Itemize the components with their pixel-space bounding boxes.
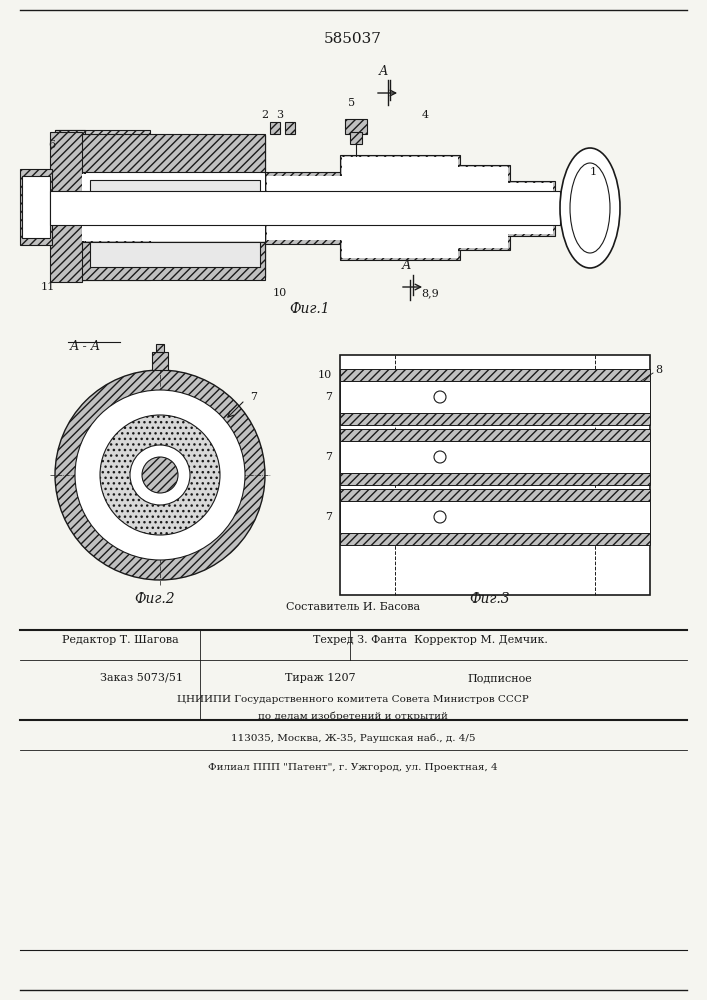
Text: Фиг.2: Фиг.2 bbox=[135, 592, 175, 606]
Text: 585037: 585037 bbox=[324, 32, 382, 46]
Bar bbox=[50, 132, 82, 282]
Text: Фиг.1: Фиг.1 bbox=[290, 302, 330, 316]
Bar bbox=[285, 122, 295, 134]
Circle shape bbox=[130, 445, 190, 505]
Text: ЦНИИПИ Государственного комитета Совета Министров СССР: ЦНИИПИ Государственного комитета Совета … bbox=[177, 696, 529, 704]
Text: А: А bbox=[378, 65, 387, 78]
Text: по делам изобретений и открытий: по делам изобретений и открытий bbox=[258, 711, 448, 721]
Bar bbox=[340, 413, 650, 425]
Bar bbox=[340, 441, 650, 473]
Bar bbox=[457, 167, 508, 248]
Text: 7: 7 bbox=[325, 392, 332, 402]
Text: Редактор Т. Шагова: Редактор Т. Шагова bbox=[62, 635, 178, 645]
Bar bbox=[85, 242, 265, 277]
Bar bbox=[50, 191, 560, 225]
Text: 5: 5 bbox=[349, 98, 356, 108]
Text: 10: 10 bbox=[317, 370, 332, 380]
Bar bbox=[90, 242, 260, 267]
Text: 2: 2 bbox=[262, 110, 269, 120]
Bar bbox=[55, 130, 85, 185]
Bar bbox=[340, 489, 650, 501]
Bar bbox=[340, 533, 650, 545]
Bar bbox=[340, 501, 650, 533]
Text: 4: 4 bbox=[421, 110, 428, 120]
Bar bbox=[22, 176, 50, 238]
Text: 11: 11 bbox=[41, 282, 55, 292]
Bar bbox=[82, 174, 265, 241]
Bar bbox=[345, 119, 367, 134]
Ellipse shape bbox=[570, 163, 610, 253]
Bar bbox=[270, 122, 280, 134]
Bar bbox=[340, 155, 460, 260]
Text: Подписное: Подписное bbox=[467, 673, 532, 683]
Bar bbox=[340, 355, 650, 595]
Bar bbox=[340, 473, 650, 485]
Text: 7: 7 bbox=[325, 452, 332, 462]
Bar bbox=[55, 130, 150, 185]
Bar bbox=[20, 169, 52, 245]
Bar bbox=[505, 181, 555, 236]
Text: Фиг.3: Фиг.3 bbox=[469, 592, 510, 606]
Bar bbox=[350, 132, 362, 144]
Bar bbox=[507, 183, 553, 234]
Bar bbox=[340, 381, 650, 413]
Text: А - А: А - А bbox=[70, 340, 101, 353]
Ellipse shape bbox=[560, 148, 620, 268]
Bar bbox=[90, 180, 260, 205]
Text: Заказ 5073/51: Заказ 5073/51 bbox=[100, 673, 183, 683]
Bar bbox=[340, 369, 650, 381]
Bar bbox=[80, 242, 265, 280]
Circle shape bbox=[434, 511, 446, 523]
Bar bbox=[85, 135, 265, 190]
Text: 8: 8 bbox=[655, 365, 662, 375]
Text: 7: 7 bbox=[325, 512, 332, 522]
Bar bbox=[265, 172, 345, 244]
Text: 8,9: 8,9 bbox=[421, 288, 439, 298]
Bar bbox=[152, 352, 168, 370]
Text: 7: 7 bbox=[250, 392, 257, 402]
Bar bbox=[267, 176, 343, 240]
Bar bbox=[342, 157, 458, 258]
Bar bbox=[85, 242, 265, 277]
Bar bbox=[156, 344, 164, 352]
Circle shape bbox=[434, 391, 446, 403]
Circle shape bbox=[434, 451, 446, 463]
Bar bbox=[455, 165, 510, 250]
Circle shape bbox=[55, 370, 265, 580]
Bar bbox=[85, 135, 265, 170]
Text: А: А bbox=[402, 259, 411, 272]
Text: Филиал ППП "Патент", г. Ужгород, ул. Проектная, 4: Филиал ППП "Патент", г. Ужгород, ул. Про… bbox=[208, 764, 498, 772]
Circle shape bbox=[75, 390, 245, 560]
Text: 10: 10 bbox=[273, 288, 287, 298]
Bar bbox=[80, 134, 265, 172]
Circle shape bbox=[142, 457, 178, 493]
Text: 6: 6 bbox=[48, 140, 55, 150]
Bar bbox=[340, 429, 650, 441]
Text: 1: 1 bbox=[590, 167, 597, 177]
Bar bbox=[55, 225, 150, 280]
Text: Составитель И. Басова: Составитель И. Басова bbox=[286, 602, 420, 612]
Text: Техред З. Фанта  Корректор М. Демчик.: Техред З. Фанта Корректор М. Демчик. bbox=[312, 635, 547, 645]
Circle shape bbox=[100, 415, 220, 535]
Text: 3: 3 bbox=[276, 110, 284, 120]
Text: Тираж 1207: Тираж 1207 bbox=[285, 673, 356, 683]
Bar bbox=[55, 225, 85, 280]
Text: 113035, Москва, Ж-35, Раушская наб., д. 4/5: 113035, Москва, Ж-35, Раушская наб., д. … bbox=[230, 733, 475, 743]
